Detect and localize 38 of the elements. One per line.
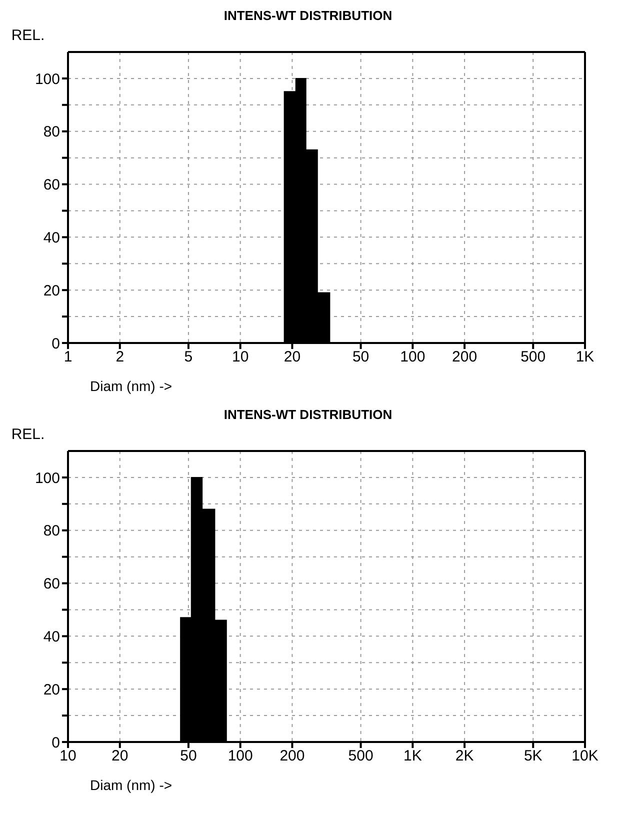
y-tick-label: 40 <box>43 230 60 247</box>
x-tick-label: 500 <box>348 748 374 765</box>
x-tick-label: 50 <box>352 348 370 366</box>
y-tick-label: 0 <box>52 734 60 752</box>
y-axis-title: REL. <box>11 27 45 44</box>
x-tick-label: 200 <box>452 348 478 366</box>
x-tick-label: 200 <box>280 748 305 765</box>
x-tick-label: 5K <box>524 748 542 765</box>
x-tick-label: 1K <box>576 348 594 366</box>
y-tick-label: 20 <box>43 681 60 698</box>
x-axis-title: Diam (nm) -> <box>90 378 172 394</box>
x-tick-label: 1 <box>64 348 72 366</box>
x-tick-label: 2 <box>116 348 124 366</box>
x-tick-label: 2K <box>455 748 474 765</box>
x-tick-label: 100 <box>228 748 253 765</box>
x-tick-label: 50 <box>180 748 197 765</box>
chart-title: INTENS-WT DISTRIBUTION <box>222 8 394 23</box>
x-tick-label: 20 <box>112 748 128 765</box>
y-tick-label: 100 <box>34 70 60 88</box>
y-tick-label: 80 <box>43 124 60 141</box>
x-tick-label: 10 <box>60 748 76 765</box>
x-axis-title: Diam (nm) -> <box>90 777 172 793</box>
y-tick-label: 60 <box>43 176 60 194</box>
x-tick-label: 10 <box>232 348 249 366</box>
y-tick-label: 40 <box>43 628 60 646</box>
x-tick-label: 100 <box>400 348 426 366</box>
x-tick-label: 20 <box>284 348 301 366</box>
x-tick-label: 10K <box>572 748 598 765</box>
chart-title: INTENS-WT DISTRIBUTION <box>222 407 394 422</box>
y-tick-label: 0 <box>52 335 60 352</box>
x-tick-label: 1K <box>403 748 422 765</box>
y-axis-title: REL. <box>11 426 45 443</box>
y-tick-label: 60 <box>43 576 60 593</box>
x-tick-label: 500 <box>520 348 546 366</box>
y-tick-label: 100 <box>34 470 60 487</box>
x-tick-label: 5 <box>184 348 193 366</box>
y-tick-label: 80 <box>43 522 60 540</box>
y-tick-label: 20 <box>43 282 60 300</box>
